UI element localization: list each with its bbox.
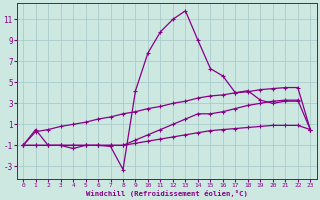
X-axis label: Windchill (Refroidissement éolien,°C): Windchill (Refroidissement éolien,°C) <box>86 190 248 197</box>
